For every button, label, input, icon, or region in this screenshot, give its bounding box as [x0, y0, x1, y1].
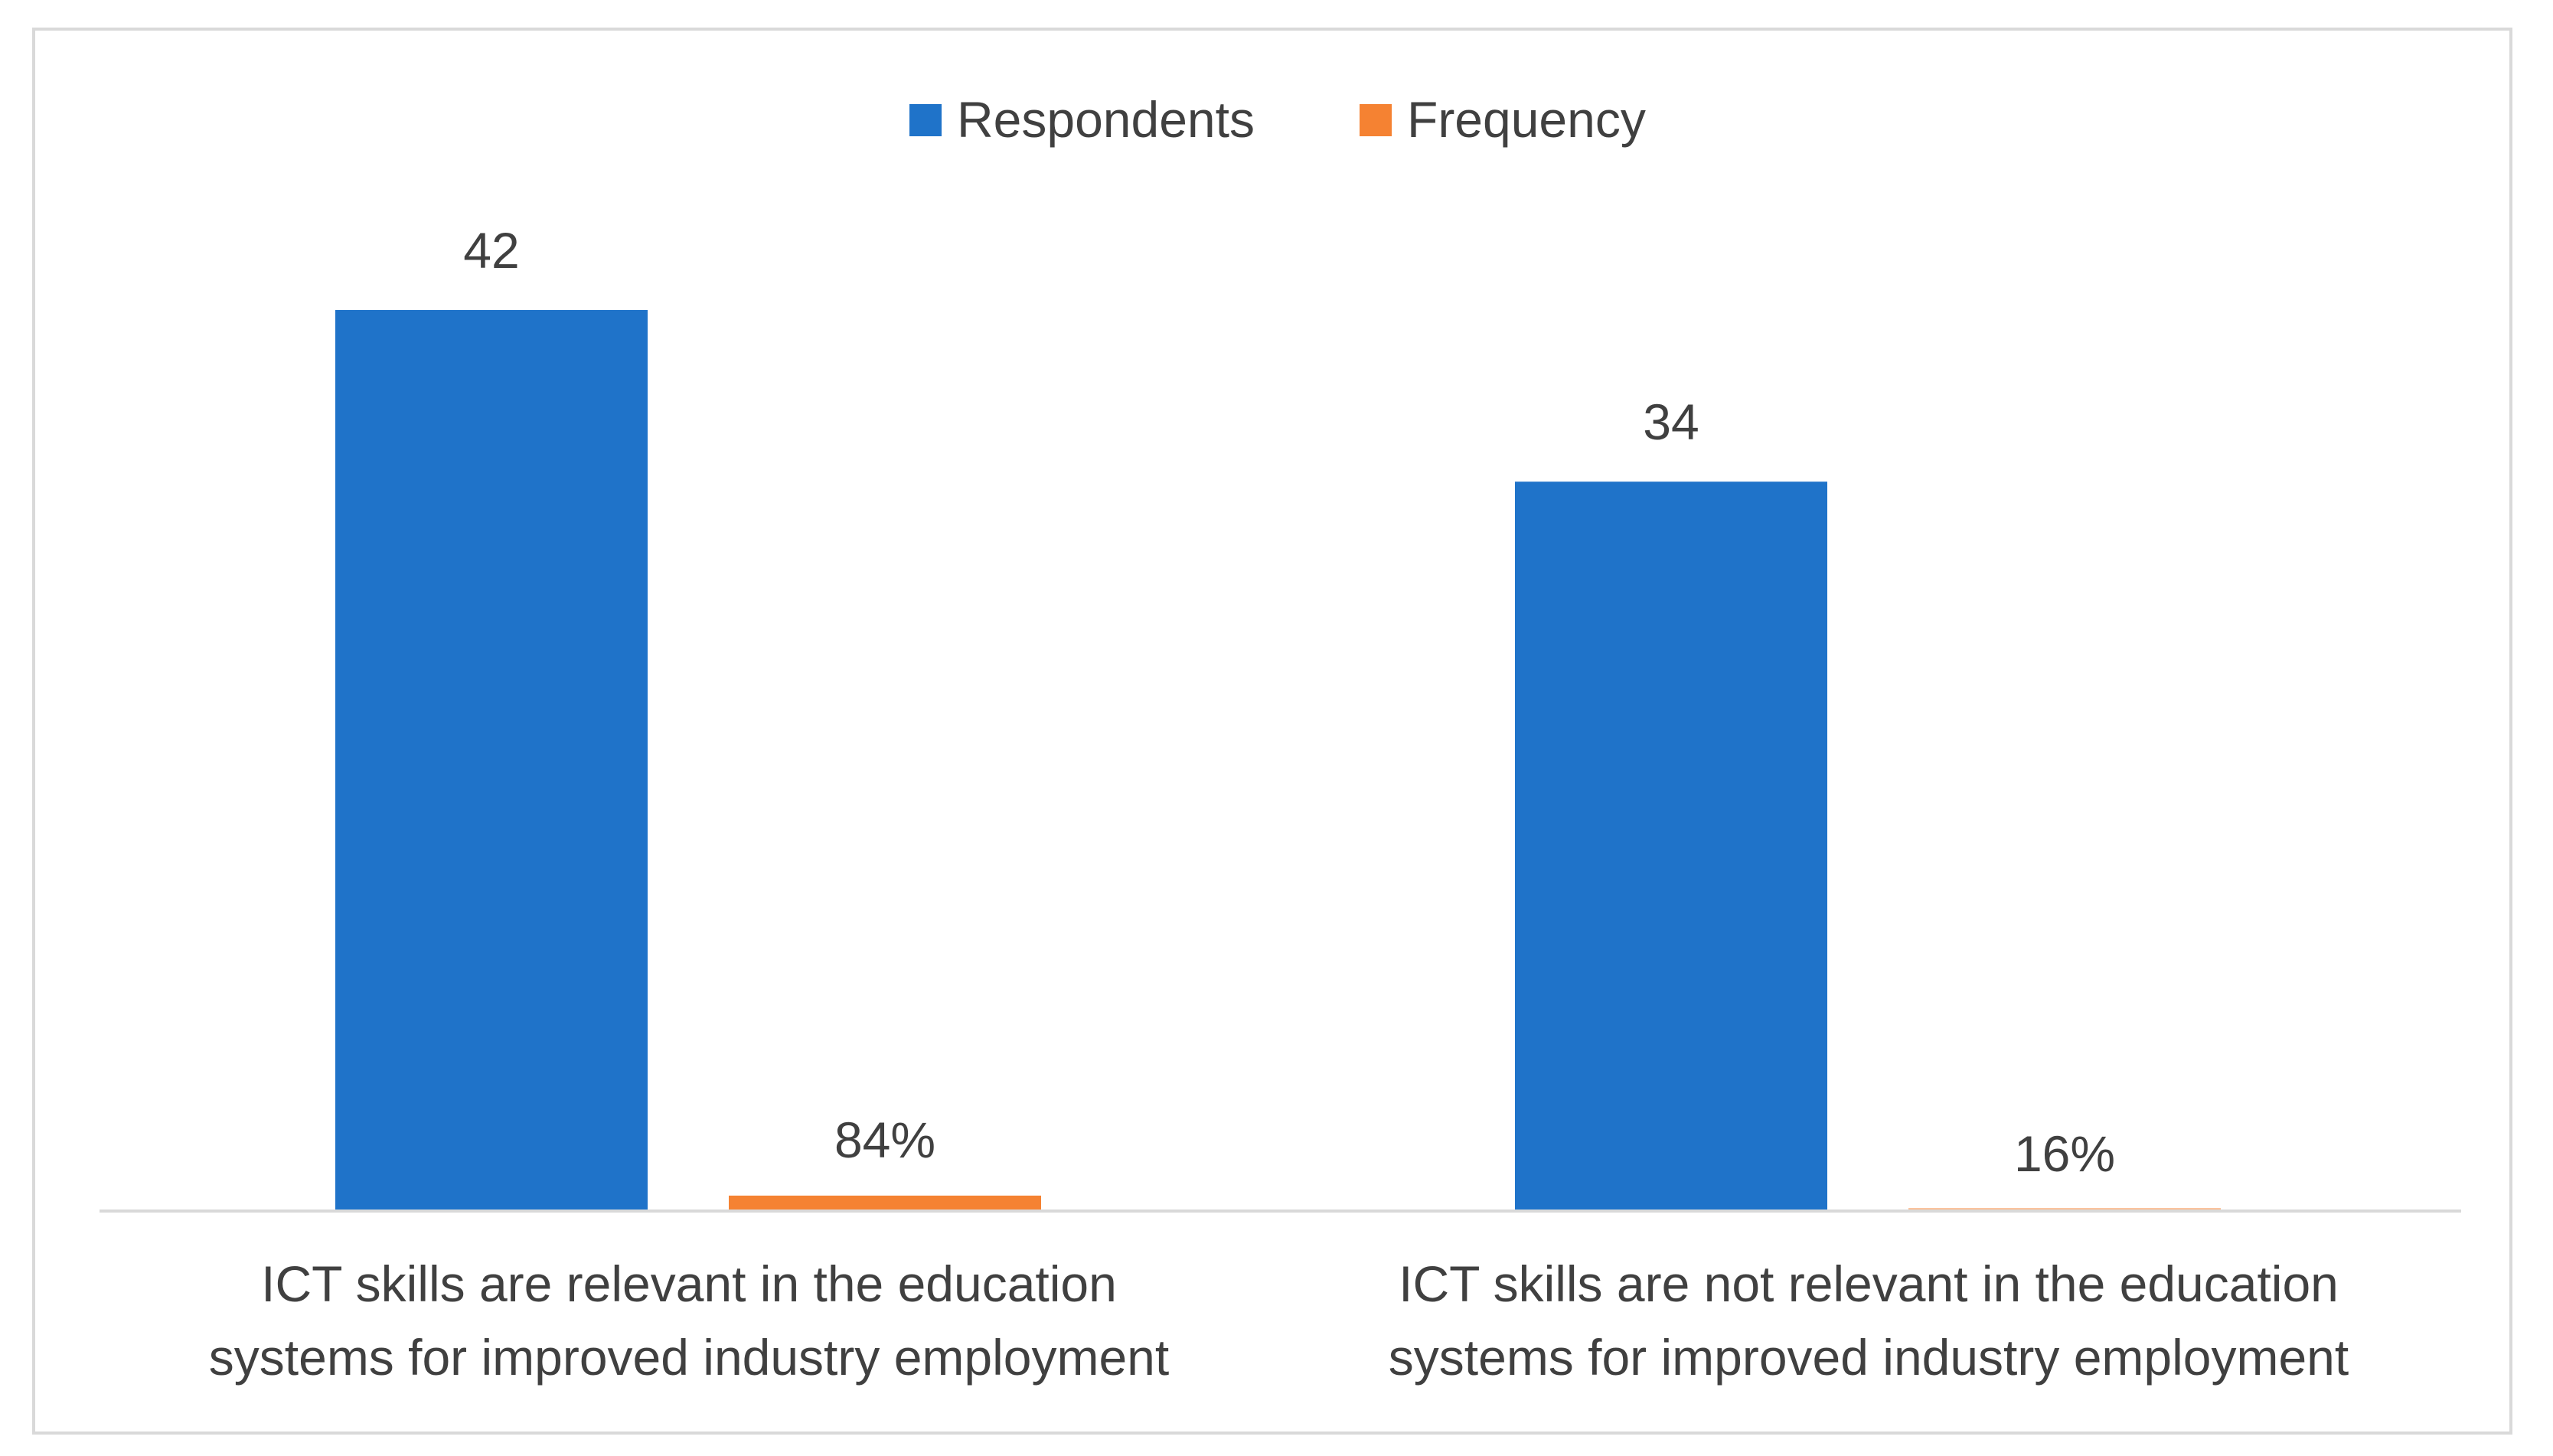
data-label-respondents-2: 34 [1643, 393, 1699, 450]
data-label-frequency-2: 16% [2014, 1125, 2115, 1182]
category-label-1-line-2: systems for improved industry employment [209, 1329, 1169, 1386]
data-label-respondents-1: 42 [463, 222, 519, 279]
bar-respondents-1 [335, 310, 648, 1211]
bar-respondents-2 [1515, 482, 1827, 1211]
category-label-1-line-1: ICT skills are relevant in the education [261, 1255, 1117, 1312]
legend-swatch-frequency [1360, 104, 1392, 136]
legend-label-frequency: Frequency [1407, 91, 1646, 148]
bar-frequency-1 [729, 1195, 1041, 1211]
category-label-2-line-1: ICT skills are not relevant in the educa… [1399, 1255, 2339, 1312]
chart-frame: Respondents Frequency 42 34 84% 16% ICT skills… [32, 28, 2512, 1435]
category-label-1: ICT skills are relevant in the education… [209, 1255, 1169, 1386]
data-label-frequency-1: 84% [834, 1112, 935, 1168]
legend-label-respondents: Respondents [957, 91, 1255, 148]
legend-swatch-respondents [909, 104, 942, 136]
bar-chart: Respondents Frequency 42 34 84% 16% ICT skills… [100, 91, 2461, 1386]
category-label-2-line-2: systems for improved industry employment [1389, 1329, 2349, 1386]
category-label-2: ICT skills are not relevant in the educa… [1389, 1255, 2349, 1386]
